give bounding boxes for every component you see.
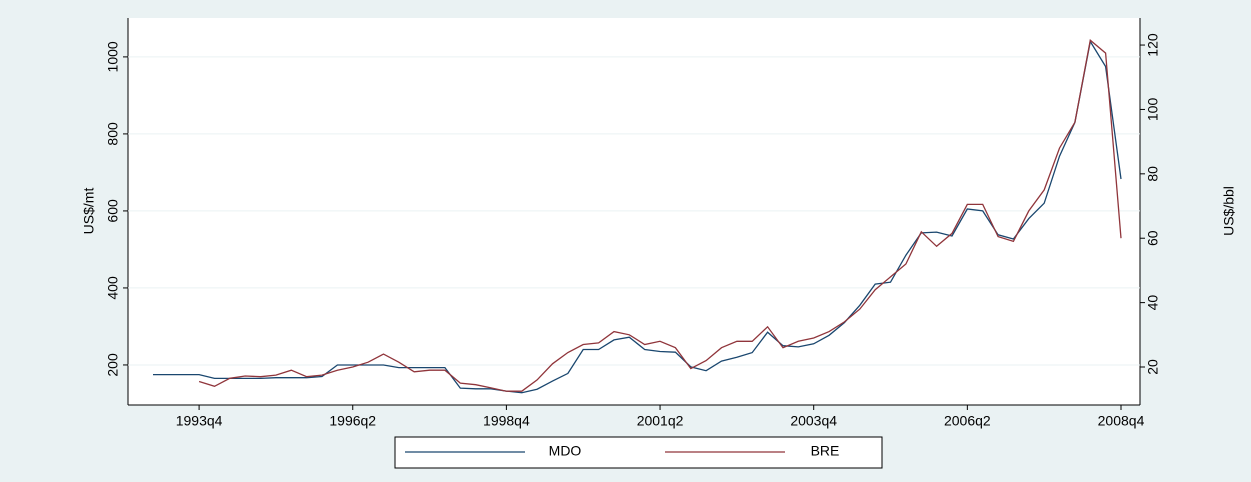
- x-tick-label: 1993q4: [176, 413, 223, 429]
- x-tick-label: 2006q2: [944, 413, 991, 429]
- y-axis-title: US$/mt: [81, 188, 97, 235]
- y-tick-label: 200: [105, 353, 121, 377]
- x-tick-label: 2008q4: [1098, 413, 1145, 429]
- y2-tick-label: 20: [1145, 359, 1161, 375]
- y2-axis-title: US$/bbl: [1221, 186, 1237, 236]
- legend-label: BRE: [811, 443, 840, 459]
- y2-tick-label: 120: [1145, 33, 1161, 57]
- series-line: [198, 38, 1122, 392]
- legend-label: MDO: [549, 443, 582, 459]
- plot-area: [128, 18, 1140, 405]
- x-tick-label: 2001q2: [637, 413, 684, 429]
- y2-tick-label: 100: [1145, 98, 1161, 122]
- y-tick-label: 1000: [105, 41, 121, 72]
- series-line: [153, 39, 1122, 394]
- y-tick-label: 800: [105, 122, 121, 146]
- x-tick-label: 1996q2: [329, 413, 376, 429]
- y2-tick-label: 40: [1145, 295, 1161, 311]
- y-tick-label: 400: [105, 276, 121, 300]
- y2-tick-label: 80: [1145, 166, 1161, 182]
- y2-tick-label: 60: [1145, 230, 1161, 246]
- y-tick-label: 600: [105, 199, 121, 223]
- x-tick-label: 1998q4: [483, 413, 530, 429]
- x-tick-label: 2003q4: [790, 413, 837, 429]
